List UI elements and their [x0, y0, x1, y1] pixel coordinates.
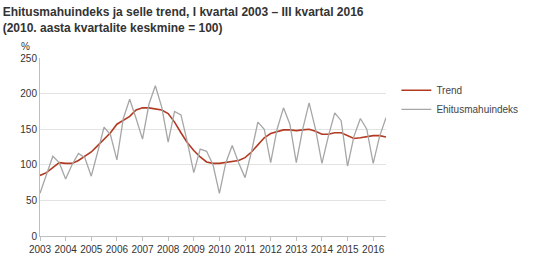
- svg-text:2008: 2008: [157, 244, 180, 255]
- svg-text:%: %: [21, 41, 30, 52]
- svg-text:0: 0: [31, 231, 37, 242]
- svg-text:2006: 2006: [106, 244, 129, 255]
- svg-text:100: 100: [20, 159, 37, 170]
- svg-text:2014: 2014: [311, 244, 334, 255]
- svg-text:2015: 2015: [336, 244, 359, 255]
- svg-text:200: 200: [20, 88, 37, 99]
- svg-text:2009: 2009: [183, 244, 206, 255]
- svg-text:2005: 2005: [80, 244, 103, 255]
- svg-text:50: 50: [26, 195, 38, 206]
- svg-text:2013: 2013: [285, 244, 308, 255]
- svg-text:Ehitusmahuindeks: Ehitusmahuindeks: [436, 104, 518, 115]
- svg-text:2003: 2003: [29, 244, 52, 255]
- svg-text:2010: 2010: [208, 244, 231, 255]
- svg-text:250: 250: [20, 53, 37, 64]
- svg-text:Ehitusmahuindeks ja selle tren: Ehitusmahuindeks ja selle trend, I kvart…: [3, 5, 364, 35]
- svg-text:Trend: Trend: [436, 85, 462, 96]
- svg-text:2004: 2004: [55, 244, 78, 255]
- svg-text:2012: 2012: [260, 244, 283, 255]
- svg-text:150: 150: [20, 124, 37, 135]
- svg-text:2016: 2016: [362, 244, 385, 255]
- svg-text:2011: 2011: [234, 244, 256, 255]
- svg-text:2007: 2007: [131, 244, 154, 255]
